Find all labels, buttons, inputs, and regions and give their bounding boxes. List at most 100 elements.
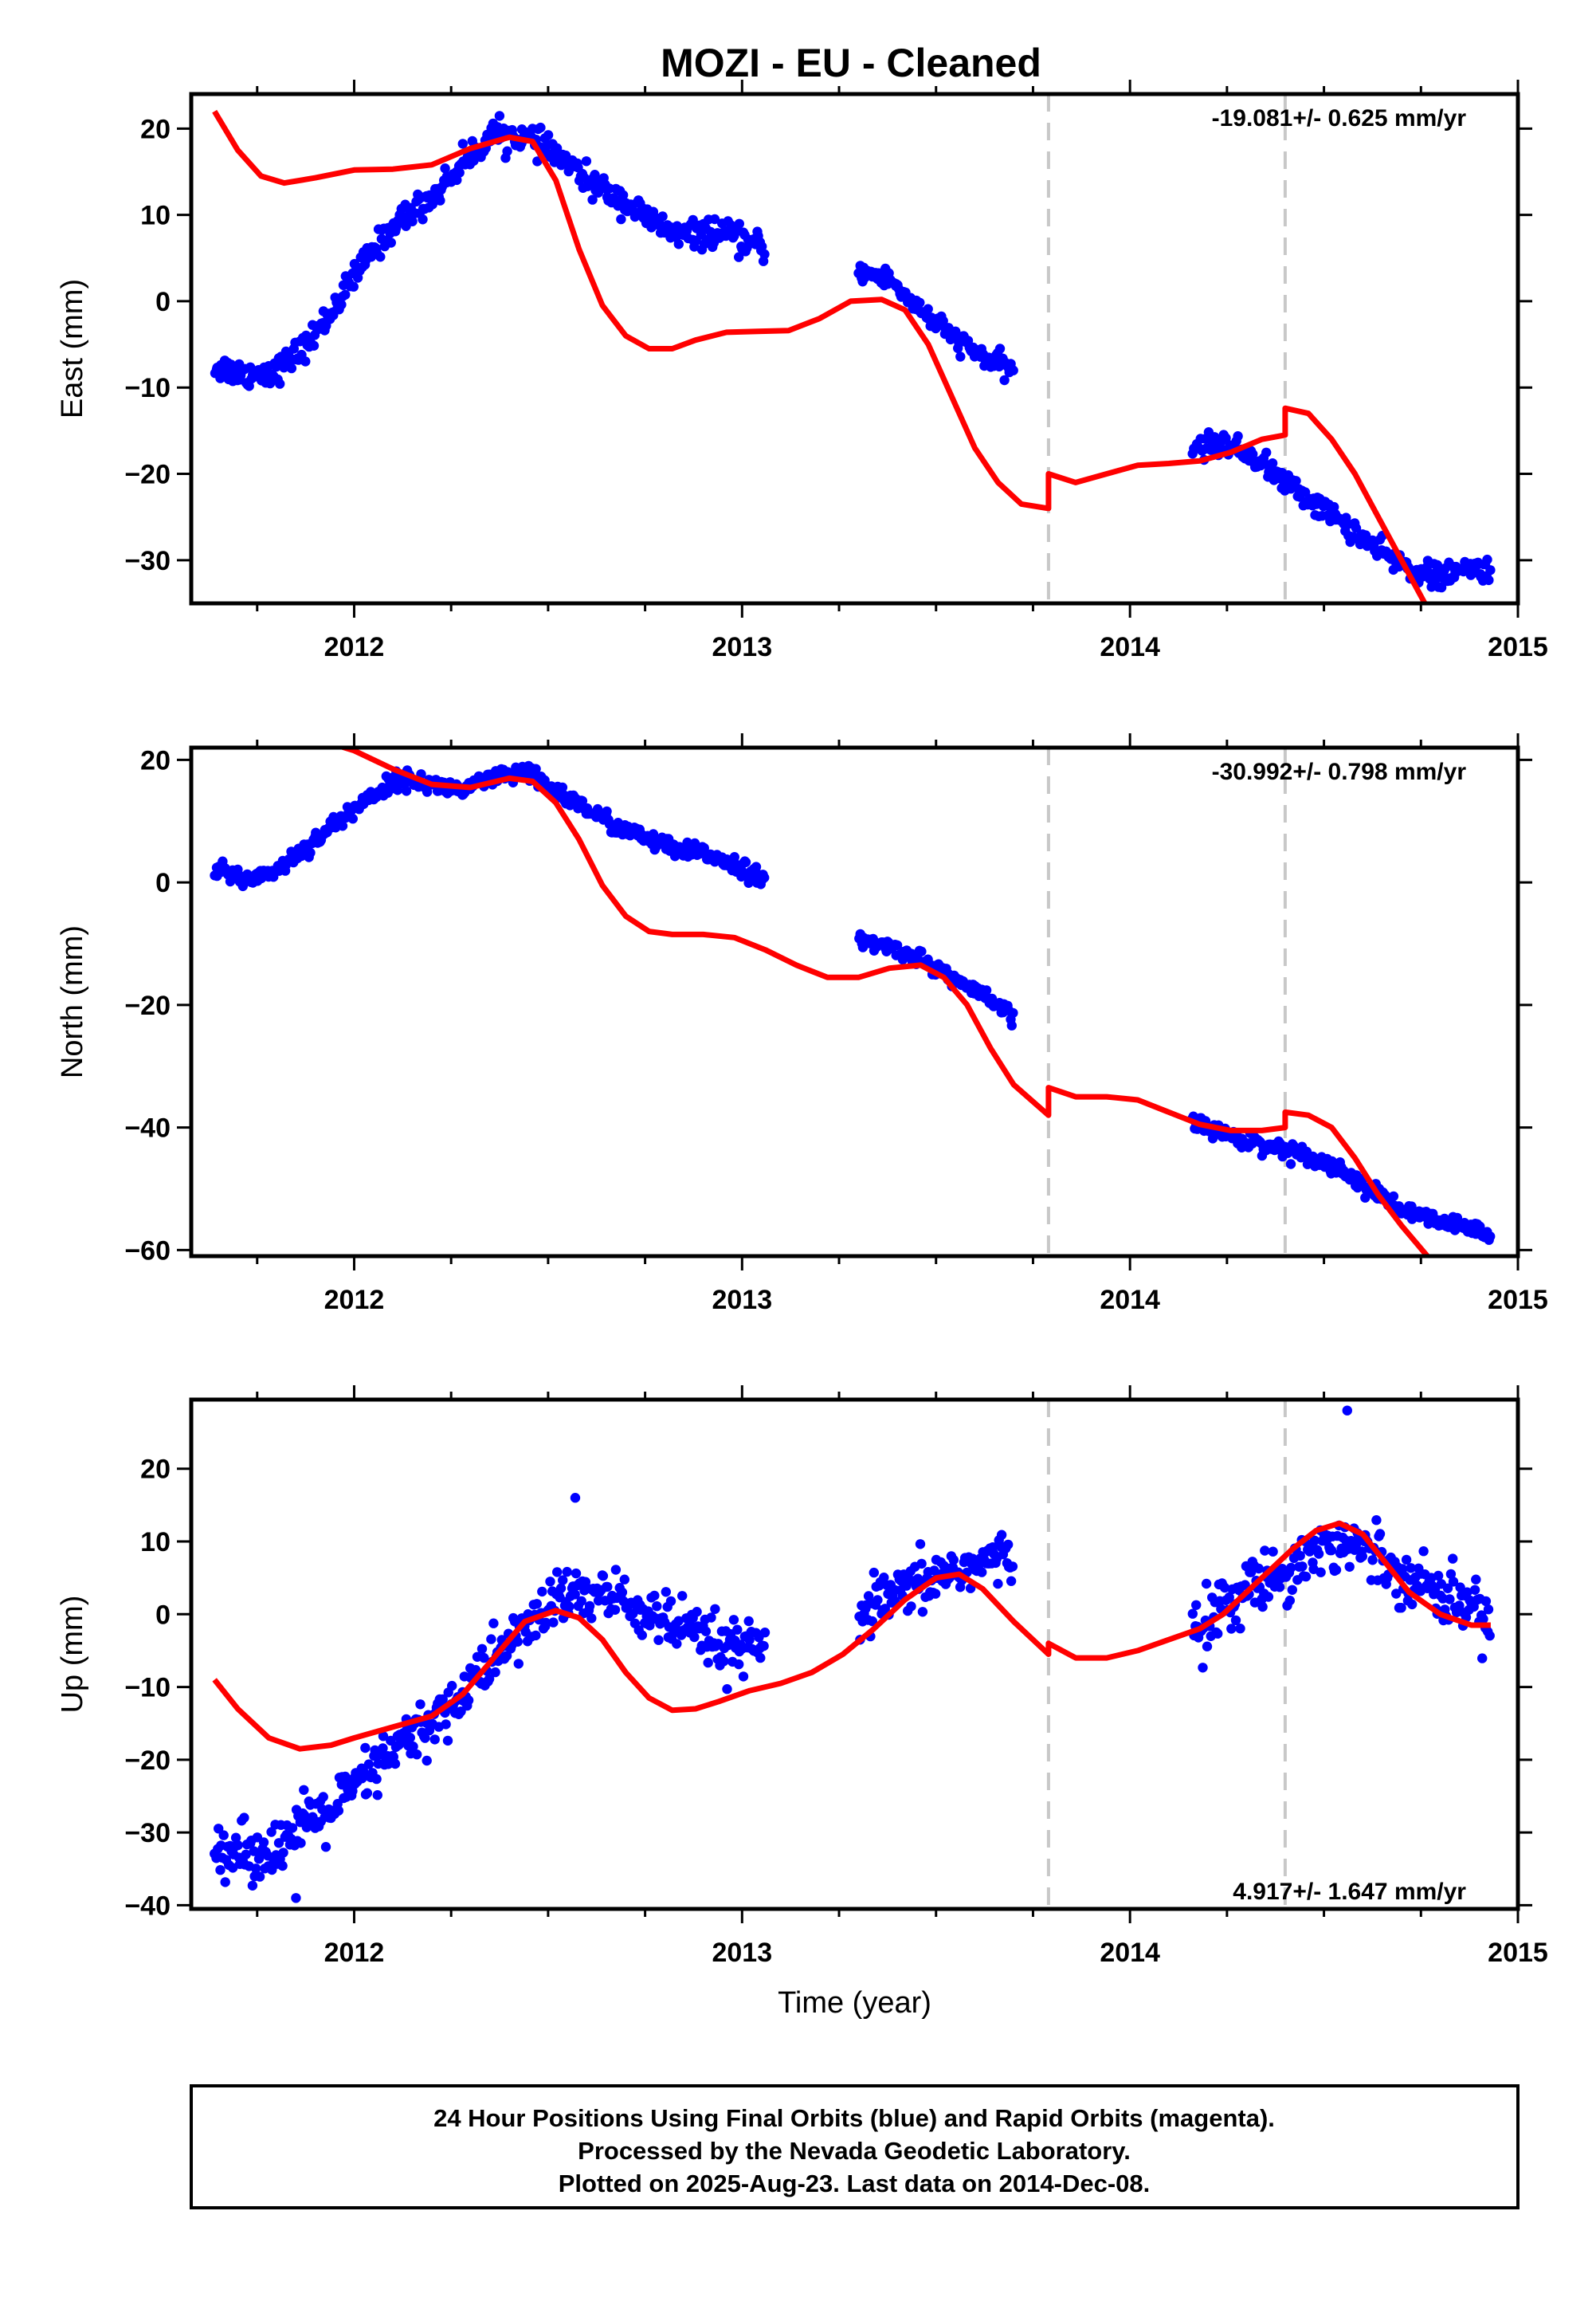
data-point bbox=[258, 1837, 269, 1848]
data-point bbox=[977, 1567, 987, 1577]
data-point bbox=[447, 1680, 457, 1691]
data-point bbox=[490, 1667, 500, 1678]
up-panel: 2012 2013 2014 2015 −40 −30 −20 −10 0 10 20 Up (mm)… bbox=[56, 1385, 1548, 2020]
data-point bbox=[610, 1604, 621, 1616]
data-point bbox=[1285, 1159, 1296, 1169]
data-point bbox=[700, 1626, 712, 1636]
data-point bbox=[440, 163, 450, 174]
data-point bbox=[1313, 1549, 1324, 1559]
data-point bbox=[1226, 1624, 1237, 1634]
data-point bbox=[535, 122, 546, 133]
footer-line-1: 24 Hour Positions Using Final Orbits (bl… bbox=[433, 2104, 1275, 2132]
data-point bbox=[484, 1674, 495, 1684]
data-point bbox=[412, 1749, 422, 1760]
data-point bbox=[759, 1628, 771, 1638]
data-point bbox=[1326, 1545, 1337, 1556]
data-point bbox=[371, 1773, 382, 1785]
data-point bbox=[657, 211, 668, 222]
data-point bbox=[291, 1893, 301, 1903]
data-point bbox=[744, 1635, 755, 1645]
data-point bbox=[422, 1755, 432, 1766]
data-point bbox=[1007, 1561, 1018, 1572]
data-point bbox=[665, 1596, 676, 1607]
data-point bbox=[1260, 1545, 1270, 1556]
data-point bbox=[1213, 1628, 1223, 1639]
data-point bbox=[337, 821, 348, 831]
data-point bbox=[867, 1616, 878, 1627]
data-point bbox=[537, 1586, 547, 1597]
data-point bbox=[1432, 560, 1443, 571]
data-point bbox=[1426, 582, 1437, 592]
y-tick-label: 20 bbox=[140, 1455, 171, 1485]
data-point bbox=[981, 985, 992, 995]
x-tick-label: 2012 bbox=[324, 1285, 385, 1315]
data-point bbox=[266, 1827, 276, 1837]
y-tick-label: 0 bbox=[155, 868, 171, 898]
data-point bbox=[486, 1634, 496, 1644]
data-point bbox=[296, 1838, 306, 1848]
data-point bbox=[247, 1880, 258, 1891]
data-point bbox=[318, 1792, 328, 1802]
data-points bbox=[210, 1405, 1495, 1903]
data-point bbox=[734, 218, 744, 229]
data-point bbox=[347, 813, 358, 824]
x-tick-label: 2014 bbox=[1100, 1938, 1160, 1968]
data-point bbox=[1287, 1585, 1298, 1596]
data-point bbox=[729, 852, 739, 862]
y-tick-label: −40 bbox=[124, 1113, 171, 1144]
data-point bbox=[543, 130, 554, 140]
data-point bbox=[454, 167, 465, 178]
data-point bbox=[405, 1733, 415, 1743]
data-point bbox=[479, 1652, 489, 1663]
data-point bbox=[738, 1671, 749, 1682]
data-point bbox=[1374, 1529, 1386, 1539]
data-point bbox=[494, 111, 505, 121]
data-point bbox=[558, 1575, 568, 1585]
y-tick-label: −10 bbox=[124, 1673, 171, 1703]
data-point bbox=[1309, 1535, 1320, 1546]
x-tick-label: 2015 bbox=[1488, 1938, 1548, 1968]
data-point bbox=[401, 786, 412, 796]
data-point bbox=[230, 1832, 241, 1843]
data-point bbox=[1371, 1515, 1382, 1526]
data-point bbox=[689, 1632, 700, 1643]
data-points bbox=[210, 760, 1496, 1245]
y-tick-label: −30 bbox=[124, 546, 171, 576]
data-point bbox=[1006, 1020, 1018, 1031]
data-point bbox=[593, 187, 604, 198]
data-point bbox=[408, 1742, 418, 1752]
plot-frame bbox=[189, 92, 1520, 606]
data-point bbox=[1484, 575, 1494, 586]
data-point bbox=[692, 1607, 702, 1617]
data-point bbox=[358, 1766, 369, 1777]
data-point bbox=[586, 1613, 597, 1624]
data-point bbox=[275, 379, 285, 389]
data-point bbox=[602, 1581, 613, 1592]
data-point bbox=[241, 1849, 251, 1859]
data-point bbox=[618, 190, 629, 200]
data-point bbox=[435, 195, 445, 206]
data-point bbox=[437, 1694, 448, 1705]
data-point bbox=[759, 872, 770, 883]
data-point bbox=[378, 1743, 388, 1753]
x-axis-label: Time (year) bbox=[778, 1986, 931, 2020]
data-point bbox=[1407, 1599, 1418, 1610]
data-point bbox=[906, 1601, 916, 1612]
data-point bbox=[552, 1567, 563, 1577]
data-point bbox=[1418, 1546, 1429, 1557]
data-point bbox=[577, 795, 588, 807]
data-point bbox=[488, 1618, 499, 1628]
data-point bbox=[571, 1568, 582, 1579]
data-point bbox=[1480, 1596, 1492, 1607]
x-tick-label: 2012 bbox=[324, 1938, 385, 1968]
x-tick-label: 2013 bbox=[712, 1285, 772, 1315]
data-point bbox=[915, 297, 925, 308]
data-point bbox=[993, 1578, 1003, 1589]
data-point bbox=[703, 1657, 713, 1668]
x-tick-label: 2014 bbox=[1100, 1285, 1160, 1315]
data-point bbox=[672, 1639, 682, 1649]
data-point bbox=[463, 1695, 474, 1706]
y-tick-label: 10 bbox=[140, 201, 171, 231]
data-point bbox=[930, 1588, 941, 1599]
data-point bbox=[1396, 1603, 1406, 1613]
